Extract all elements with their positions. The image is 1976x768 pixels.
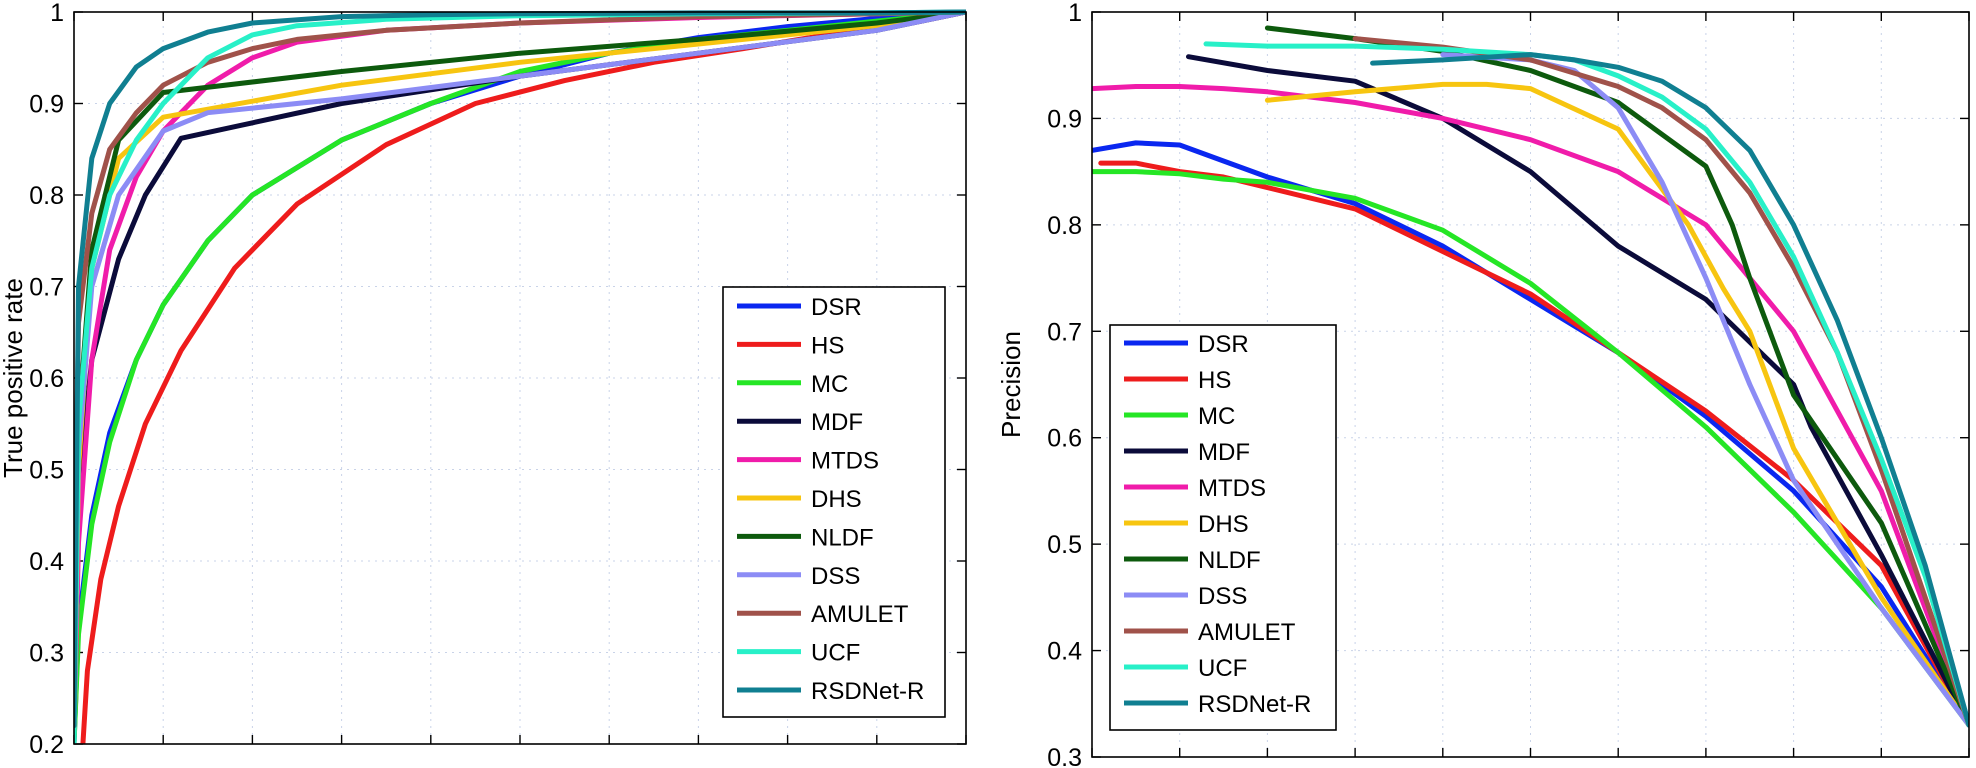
series-line-dsr bbox=[1092, 140, 1969, 728]
y-tick-label: 0.2 bbox=[29, 731, 64, 759]
legend-label-hs: HS bbox=[811, 332, 844, 359]
legend-label-ucf: UCF bbox=[811, 640, 860, 667]
series-lines bbox=[74, 9, 966, 744]
y-tick-label: 0.4 bbox=[29, 548, 64, 576]
y-tick-label: 0.6 bbox=[1047, 425, 1082, 453]
y-tick-label: 0.3 bbox=[1047, 744, 1082, 768]
y-tick-label: 0.7 bbox=[29, 274, 64, 302]
legend-label-dhs: DHS bbox=[1198, 511, 1249, 538]
legend-label-dss: DSS bbox=[811, 563, 860, 590]
legend-label-amulet: AMULET bbox=[1198, 619, 1296, 646]
legend-label-ucf: UCF bbox=[1198, 655, 1247, 682]
legend: DSR HS MC MDF MTDS DHS NLDF DSS AMULET UCF RSDNet-… bbox=[722, 286, 946, 718]
legend-label-dhs: DHS bbox=[811, 486, 862, 513]
series-line-mtds bbox=[1092, 84, 1969, 728]
y-tick-label: 0.5 bbox=[29, 457, 64, 485]
series-lines bbox=[1092, 25, 1969, 728]
series-line-amulet bbox=[74, 9, 966, 619]
plot-frame bbox=[1091, 11, 1970, 758]
legend-label-mdf: MDF bbox=[811, 409, 863, 436]
legend: DSR HS MC MDF MTDS DHS NLDF DSS AMULET UCF RSDNet-… bbox=[1109, 324, 1337, 731]
legend-label-dsr: DSR bbox=[811, 294, 862, 321]
legend-label-dsr: DSR bbox=[1198, 331, 1249, 358]
y-tick-label: 0.4 bbox=[1047, 638, 1082, 666]
legend-box bbox=[1109, 324, 1337, 731]
y-tick-label: 0.6 bbox=[29, 365, 64, 393]
y-tick-label: 0.9 bbox=[29, 91, 64, 119]
legend-label-dss: DSS bbox=[1198, 583, 1247, 610]
y-tick-label: 0.3 bbox=[29, 640, 64, 668]
series-line-ucf bbox=[1203, 41, 1969, 728]
y-axis-label: Precision bbox=[996, 331, 1026, 438]
plot-frame bbox=[73, 11, 967, 745]
roc-chart: 0.2 0.3 0.4 0.5 0.6 0.7 0.8 0.9 1 True positive r… bbox=[0, 0, 967, 759]
series-line-mdf bbox=[1186, 54, 1969, 728]
y-tick-label: 1 bbox=[50, 0, 64, 27]
y-tick-label: 1 bbox=[1068, 0, 1082, 27]
y-tick-label: 0.5 bbox=[1047, 531, 1082, 559]
legend-label-mc: MC bbox=[1198, 403, 1235, 430]
legend-label-nldf: NLDF bbox=[811, 524, 874, 551]
legend-label-nldf: NLDF bbox=[1198, 547, 1261, 574]
legend-label-rsdnet-r: RSDNet-R bbox=[811, 678, 924, 705]
y-axis-label: True positive rate bbox=[0, 278, 28, 478]
legend-label-mc: MC bbox=[811, 371, 848, 398]
legend-label-mtds: MTDS bbox=[811, 448, 879, 475]
legend-label-amulet: AMULET bbox=[811, 601, 909, 628]
legend-label-mdf: MDF bbox=[1198, 439, 1250, 466]
legend-label-rsdnet-r: RSDNet-R bbox=[1198, 691, 1311, 718]
precision-recall-chart: 0.3 0.4 0.5 0.6 0.7 0.8 0.9 1 Precision DSR HS MC MD… bbox=[996, 0, 1970, 768]
series-line-dss bbox=[1440, 52, 1969, 728]
y-tick-label: 0.8 bbox=[29, 182, 64, 210]
legend-box bbox=[722, 286, 946, 718]
series-line-rsdnet-r bbox=[74, 9, 966, 729]
series-line-rsdnet-r bbox=[1370, 52, 1969, 728]
y-tick-label: 0.9 bbox=[1047, 105, 1082, 133]
y-tick-label: 0.7 bbox=[1047, 318, 1082, 346]
y-tick-label: 0.8 bbox=[1047, 212, 1082, 240]
legend-label-mtds: MTDS bbox=[1198, 475, 1266, 502]
series-line-mc bbox=[1092, 169, 1969, 728]
series-line-dhs bbox=[1264, 81, 1969, 728]
legend-label-hs: HS bbox=[1198, 367, 1231, 394]
